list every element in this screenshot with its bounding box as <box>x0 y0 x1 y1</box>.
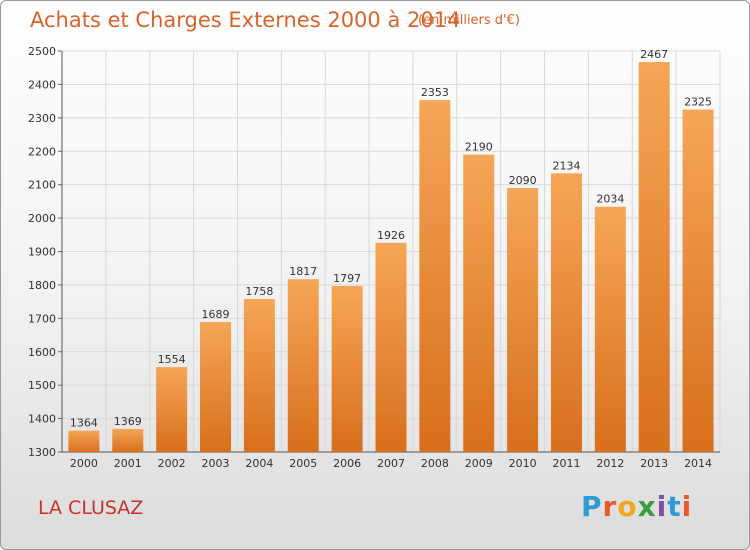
data-label: 1369 <box>114 415 142 428</box>
data-label: 1554 <box>158 353 186 366</box>
data-label: 1689 <box>202 308 230 321</box>
y-tick-label: 2100 <box>28 179 56 192</box>
data-label: 1797 <box>333 272 361 285</box>
data-label: 2325 <box>684 95 712 108</box>
bars <box>68 62 714 453</box>
data-label: 2353 <box>421 86 449 99</box>
bar <box>200 322 232 452</box>
x-tick-label: 2000 <box>70 457 98 470</box>
bar <box>594 206 626 452</box>
bar <box>375 242 407 452</box>
x-tick-label: 2007 <box>377 457 405 470</box>
chart-title: Achats et Charges Externes 2000 à 2014 <box>30 8 461 32</box>
bar <box>638 62 670 453</box>
bar <box>507 188 539 452</box>
x-tick-label: 2010 <box>509 457 537 470</box>
x-tick-label: 2001 <box>114 457 142 470</box>
y-tick-label: 1900 <box>28 246 56 259</box>
x-tick-label: 2009 <box>465 457 493 470</box>
chart-subtitle: (en milliers d'€) <box>418 13 520 28</box>
data-label: 1758 <box>245 285 273 298</box>
bar <box>550 173 582 452</box>
x-tick-label: 2005 <box>289 457 317 470</box>
x-tick-label: 2004 <box>245 457 273 470</box>
place-name: LA CLUSAZ <box>38 497 144 519</box>
data-label: 2034 <box>596 193 624 206</box>
bar <box>112 428 144 452</box>
data-label: 2090 <box>509 174 537 187</box>
y-tick-label: 2400 <box>28 78 56 91</box>
y-tick-label: 2200 <box>28 145 56 158</box>
data-label: 2467 <box>640 48 668 61</box>
proxiti-logo[interactable]: Proxiti <box>581 490 693 523</box>
y-tick-label: 1700 <box>28 312 56 325</box>
y-tick-label: 2500 <box>28 45 56 58</box>
x-tick-label: 2002 <box>158 457 186 470</box>
bar <box>463 154 495 452</box>
x-tick-label: 2008 <box>421 457 449 470</box>
bar-chart: 1300 1400 1500 1600 1700 1800 1900 2000 2100 2200… <box>28 45 721 470</box>
y-tick-label: 1800 <box>28 279 56 292</box>
y-tick-label: 2300 <box>28 112 56 125</box>
data-label: 2134 <box>552 159 580 172</box>
x-tick-label: 2012 <box>596 457 624 470</box>
bar <box>156 367 188 452</box>
bar <box>287 279 319 452</box>
bar <box>419 100 451 452</box>
y-tick-label: 1400 <box>28 413 56 426</box>
bar <box>331 285 363 452</box>
y-tick-label: 1500 <box>28 379 56 392</box>
bar <box>682 109 714 453</box>
x-tick-label: 2011 <box>552 457 580 470</box>
data-label: 1364 <box>70 417 98 430</box>
data-label: 2190 <box>465 141 493 154</box>
data-label: 1926 <box>377 229 405 242</box>
x-tick-label: 2013 <box>640 457 668 470</box>
x-tick-label: 2014 <box>684 457 712 470</box>
x-tick-label: 2003 <box>202 457 230 470</box>
bar <box>243 298 275 452</box>
x-tick-label: 2006 <box>333 457 361 470</box>
y-tick-label: 2000 <box>28 212 56 225</box>
data-label: 1817 <box>289 265 317 278</box>
bar <box>68 430 100 452</box>
y-tick-label: 1600 <box>28 346 56 359</box>
y-tick-label: 1300 <box>28 446 56 459</box>
data-labels: 1364 1369 1554 1689 1758 1817 1797 1926 2353 2190… <box>70 48 712 430</box>
